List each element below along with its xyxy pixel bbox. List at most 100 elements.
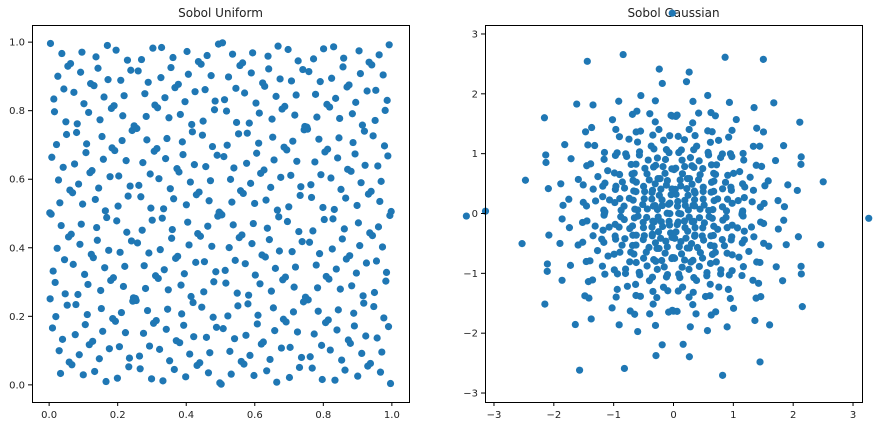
data-point [689,301,697,309]
data-point [358,349,366,357]
data-point [751,316,759,325]
data-point [63,301,71,309]
data-point [186,350,194,358]
data-point [230,164,238,172]
data-point [575,366,584,374]
data-point [668,185,676,193]
data-point [317,341,326,349]
data-point [330,205,338,214]
data-point [325,275,333,283]
data-point [375,51,383,59]
data-point [311,90,320,98]
data-point [230,335,239,343]
data-point [611,232,619,240]
data-point [748,198,756,206]
data-point [284,45,292,54]
data-point [94,64,102,72]
x-tick-label: 0.0 [41,410,57,421]
data-point [136,365,144,373]
data-point [276,75,284,83]
data-point [214,40,223,48]
data-point [579,181,587,189]
data-point [658,256,666,265]
data-point [87,250,95,258]
data-point [719,371,727,379]
data-point [745,247,753,256]
data-point [641,164,649,172]
data-point [357,179,365,187]
data-point [180,321,188,329]
data-point [690,163,698,172]
y-tick-label: 0 [472,209,478,220]
data-point [198,303,206,311]
data-point [313,113,321,121]
data-point [291,111,299,119]
y-tick-label: 0.0 [9,380,25,391]
data-point [169,53,177,62]
data-point [750,233,758,241]
data-point [149,44,157,52]
data-point [319,203,327,212]
data-point [685,68,693,76]
data-point [212,323,221,331]
data-point [54,72,62,80]
data-point [740,227,748,235]
data-point [652,257,660,265]
data-point [348,282,356,290]
data-point [750,103,758,112]
data-point [666,132,674,140]
data-point [107,276,115,285]
data-point [201,86,209,94]
data-point [712,308,720,316]
data-point [654,228,663,236]
data-point [189,298,197,307]
data-point [90,82,98,90]
data-point [250,371,258,380]
data-point [379,71,387,79]
y-tick-label: 1 [472,149,478,160]
data-point [674,287,682,295]
data-point [119,112,127,120]
data-point [557,180,565,188]
data-point [668,9,676,17]
data-point [70,160,79,168]
data-point [173,165,181,173]
data-point [584,141,592,149]
data-point [613,149,621,157]
data-point [617,213,625,221]
data-point [277,173,285,181]
data-point [170,195,178,203]
data-point [675,148,683,157]
data-point [274,42,282,50]
data-point [168,234,176,242]
data-point [235,234,243,242]
data-point [587,315,595,323]
data-point [99,327,107,335]
data-point [640,195,648,203]
data-point [164,305,172,313]
data-point [353,201,361,210]
data-point [339,63,347,71]
data-point [720,242,729,250]
data-point [740,236,748,244]
data-point [277,344,286,352]
data-point [685,244,693,252]
data-point [611,220,619,228]
data-point [680,136,689,144]
data-point [360,299,368,307]
data-point [334,154,342,162]
x-tick-label: 0.4 [178,410,194,421]
data-point [746,173,754,181]
data-point [798,303,806,311]
data-point [695,214,704,222]
data-point [167,63,175,72]
data-point [635,268,643,276]
data-point [265,236,273,244]
data-point [565,224,574,232]
data-point [99,155,107,163]
data-point [658,341,666,349]
y-tick-label: 3 [472,29,478,40]
data-point [56,369,65,378]
data-point [155,175,163,183]
data-point [157,74,165,82]
